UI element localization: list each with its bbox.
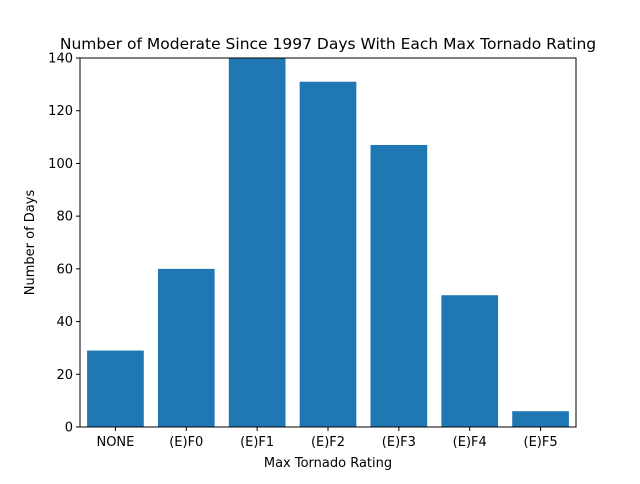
x-axis-label: Max Tornado Rating <box>264 456 392 471</box>
bar-4 <box>370 144 428 427</box>
y-tick-label-0: 0 <box>65 421 73 436</box>
x-tick-label-5: (E)F4 <box>453 435 487 450</box>
x-tick-label-1: (E)F0 <box>169 435 203 450</box>
y-tick-label-1: 20 <box>56 368 73 383</box>
bar-0 <box>87 350 144 427</box>
x-tick-label-6: (E)F5 <box>524 435 558 450</box>
bar-5 <box>441 295 499 427</box>
y-axis: 0 20 40 60 80 100 120 140 <box>48 52 80 436</box>
x-tick-label-3: (E)F2 <box>311 435 345 450</box>
x-tick-label-0: NONE <box>96 435 134 450</box>
x-tick-label-4: (E)F3 <box>382 435 416 450</box>
y-tick-label-6: 120 <box>48 104 73 119</box>
bar-1 <box>157 268 215 427</box>
y-tick-label-4: 80 <box>56 210 73 225</box>
chart-title: Number of Moderate Since 1997 Days With … <box>60 35 596 53</box>
y-tick-label-3: 60 <box>56 262 73 277</box>
y-tick-label-2: 40 <box>56 315 73 330</box>
bar-2 <box>228 58 286 427</box>
y-axis-label: Number of Days <box>23 190 38 296</box>
bar-6 <box>512 411 569 427</box>
x-tick-label-2: (E)F1 <box>240 435 274 450</box>
y-tick-label-7: 140 <box>48 52 73 67</box>
x-axis: NONE (E)F0 (E)F1 (E)F2 (E)F3 (E)F4 (E)F5 <box>96 427 558 450</box>
bars <box>87 58 569 427</box>
y-tick-label-5: 100 <box>48 157 73 172</box>
bar-3 <box>299 81 357 427</box>
